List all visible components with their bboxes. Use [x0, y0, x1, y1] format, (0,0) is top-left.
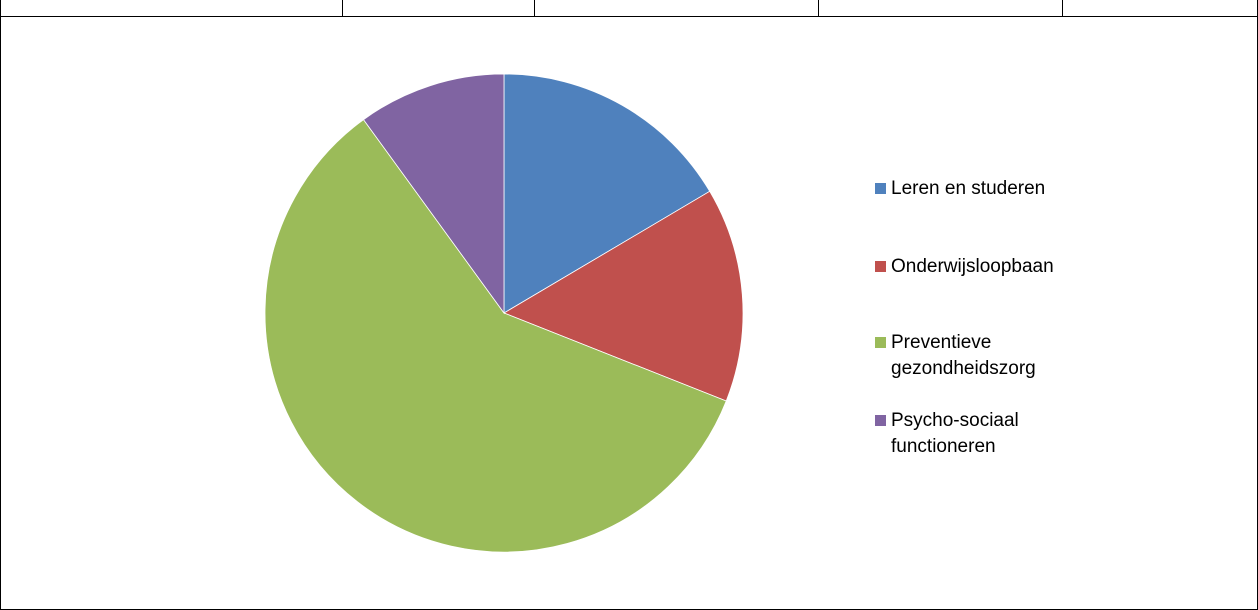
legend-item-leren: Leren en studeren	[875, 176, 1091, 202]
legend-swatch-preventieve	[875, 337, 886, 348]
legend-item-preventieve: Preventieve gezondheidszorg	[875, 330, 1091, 382]
pie-slice-psycho-sociaal-functioneren	[362, 73, 505, 315]
table-column-divider	[342, 0, 343, 16]
legend-item-onderwijsloopbaan: Onderwijsloopbaan	[875, 254, 1091, 280]
table-border	[0, 0, 1, 16]
table-column-divider	[818, 0, 819, 16]
legend-label: Psycho-sociaal functioneren	[891, 410, 1019, 457]
legend-label: Leren en studeren	[891, 178, 1046, 199]
table-column-divider	[1062, 0, 1063, 16]
pie-slice-preventieve-gezondheidszorg	[264, 119, 727, 553]
legend-swatch-psycho-sociaal	[875, 415, 886, 426]
pie-chart	[264, 73, 744, 553]
chart-cell: Leren en studeren Onderwijsloopbaan Prev…	[0, 16, 1258, 610]
table-header-row	[0, 0, 1258, 17]
table-column-divider	[534, 0, 535, 16]
pie-slice-leren-en-studeren	[503, 73, 711, 314]
legend-item-psycho-sociaal: Psycho-sociaal functioneren	[875, 408, 1091, 460]
legend-label: Preventieve gezondheidszorg	[891, 332, 1036, 379]
legend-swatch-leren	[875, 183, 886, 194]
legend-label: Onderwijsloopbaan	[891, 256, 1054, 277]
pie-slice-onderwijsloopbaan	[503, 190, 744, 402]
legend-swatch-onderwijsloopbaan	[875, 261, 886, 272]
